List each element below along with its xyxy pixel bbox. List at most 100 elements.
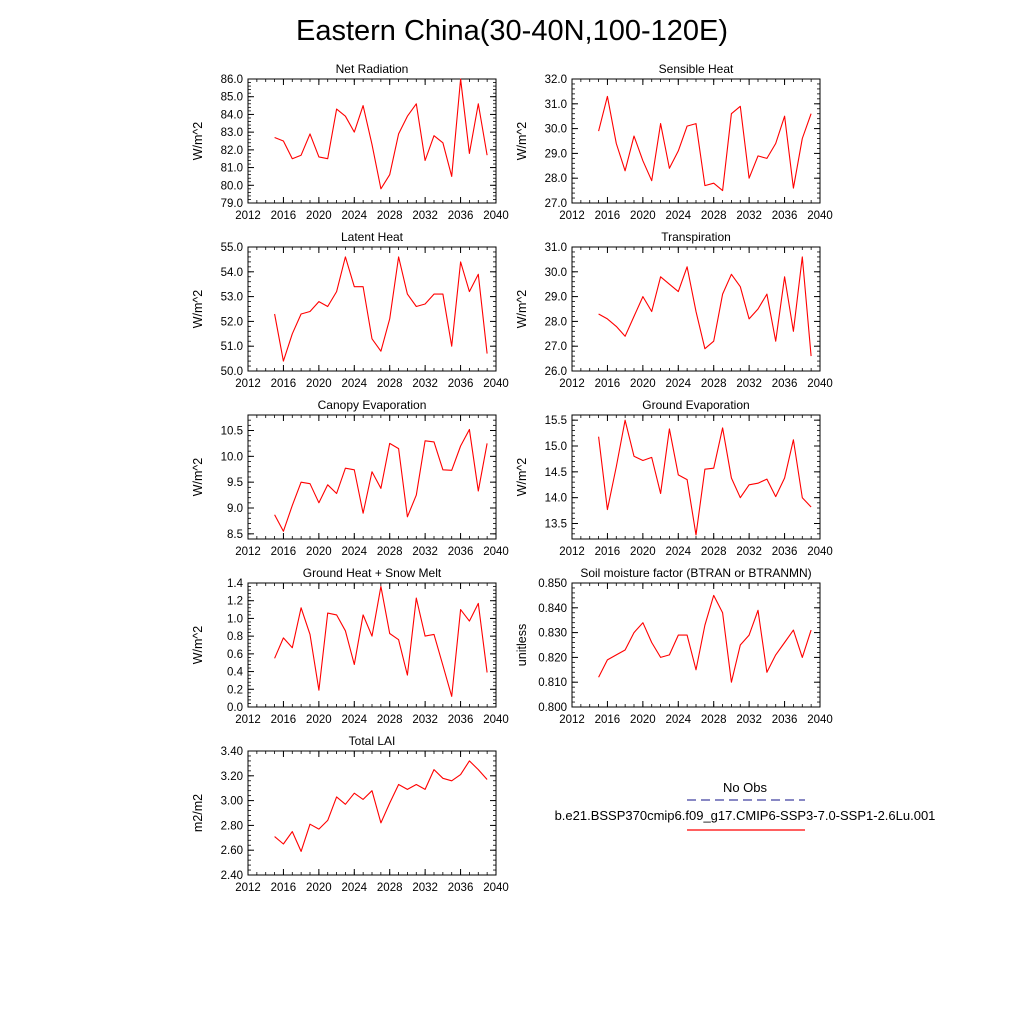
canopy-evaporation-panel: 2012 2016 2020 2024 2028 2032 2036 2040 8.5 9.0 9.… bbox=[191, 398, 509, 558]
y-tick-label: 82.0 bbox=[221, 145, 243, 157]
y-tick-label: 14.5 bbox=[545, 467, 567, 479]
x-tick-label: 2036 bbox=[448, 546, 474, 558]
sensible-heat-y-axis-label: W/m^2 bbox=[515, 122, 529, 161]
x-tick-label: 2040 bbox=[807, 714, 833, 726]
y-tick-label: 13.5 bbox=[545, 519, 567, 531]
ground-evaporation-panel: 2012 2016 2020 2024 2028 2032 2036 2040 13.5 14.0… bbox=[515, 398, 833, 558]
x-tick-label: 2040 bbox=[483, 546, 509, 558]
x-tick-label: 2024 bbox=[665, 546, 691, 558]
y-tick-label: 3.20 bbox=[221, 771, 243, 783]
x-tick-label: 2024 bbox=[341, 210, 367, 222]
x-tick-label: 2024 bbox=[341, 378, 367, 390]
x-tick-label: 2024 bbox=[665, 378, 691, 390]
x-tick-label: 2020 bbox=[630, 378, 656, 390]
y-tick-label: 2.80 bbox=[221, 820, 243, 832]
ground-evaporation-y-axis-label: W/m^2 bbox=[515, 458, 529, 497]
latent-heat-y-axis-label: W/m^2 bbox=[191, 290, 205, 329]
y-tick-label: 0.810 bbox=[538, 677, 567, 689]
total-lai-series-line bbox=[274, 760, 488, 852]
y-tick-label: 2.60 bbox=[221, 845, 243, 857]
x-tick-label: 2024 bbox=[341, 714, 367, 726]
x-tick-label: 2040 bbox=[483, 210, 509, 222]
figure-title: Eastern China(30-40N,100-120E) bbox=[296, 15, 728, 47]
y-tick-label: 3.00 bbox=[221, 796, 243, 808]
y-tick-label: 10.5 bbox=[221, 426, 243, 438]
canopy-evaporation-series-line bbox=[274, 428, 488, 532]
y-tick-label: 0.840 bbox=[538, 603, 567, 615]
y-tick-label: 0.820 bbox=[538, 652, 567, 664]
x-tick-label: 2016 bbox=[271, 210, 297, 222]
legend-label-model: b.e21.BSSP370cmip6.f09_g17.CMIP6-SSP3-7.… bbox=[555, 808, 936, 823]
x-tick-label: 2036 bbox=[448, 210, 474, 222]
x-tick-label: 2012 bbox=[559, 546, 585, 558]
transpiration-title: Transpiration bbox=[661, 230, 731, 244]
x-tick-label: 2016 bbox=[595, 378, 621, 390]
x-tick-label: 2040 bbox=[807, 378, 833, 390]
y-tick-label: 85.0 bbox=[221, 92, 243, 104]
x-tick-label: 2032 bbox=[412, 714, 438, 726]
soil-moisture-factor-btran-or-btranmn-series-line bbox=[598, 594, 812, 683]
y-tick-label: 10.0 bbox=[221, 451, 243, 463]
ground-heat-snow-melt-title: Ground Heat + Snow Melt bbox=[303, 566, 442, 580]
x-tick-label: 2016 bbox=[271, 378, 297, 390]
transpiration-panel: 2012 2016 2020 2024 2028 2032 2036 2040 26.0 27.0… bbox=[515, 230, 833, 390]
x-tick-label: 2028 bbox=[701, 378, 727, 390]
soil-moisture-factor-btran-or-btranmn-y-axis-label: unitless bbox=[515, 624, 529, 666]
total-lai-y-axis-label: m2/m2 bbox=[191, 794, 205, 832]
latent-heat-series-line bbox=[274, 256, 488, 362]
x-tick-label: 2028 bbox=[377, 882, 403, 894]
canopy-evaporation-y-axis-label: W/m^2 bbox=[191, 458, 205, 497]
x-tick-label: 2020 bbox=[306, 378, 332, 390]
x-tick-label: 2024 bbox=[665, 210, 691, 222]
x-tick-label: 2028 bbox=[377, 546, 403, 558]
y-tick-label: 0.8 bbox=[227, 631, 243, 643]
ground-heat-snow-melt-panel: 2012 2016 2020 2024 2028 2032 2036 2040 0.0 0.2 0.… bbox=[191, 566, 509, 726]
x-tick-label: 2012 bbox=[559, 714, 585, 726]
y-tick-label: 81.0 bbox=[221, 163, 243, 175]
x-tick-label: 2032 bbox=[736, 378, 762, 390]
y-tick-label: 3.40 bbox=[221, 746, 243, 758]
y-tick-label: 51.0 bbox=[221, 341, 243, 353]
x-tick-label: 2020 bbox=[306, 714, 332, 726]
x-tick-label: 2020 bbox=[306, 882, 332, 894]
x-tick-label: 2040 bbox=[807, 210, 833, 222]
x-tick-label: 2040 bbox=[483, 378, 509, 390]
x-tick-label: 2012 bbox=[235, 714, 261, 726]
x-tick-label: 2016 bbox=[271, 714, 297, 726]
transpiration-series-line bbox=[598, 256, 812, 357]
sensible-heat-series-line bbox=[598, 95, 812, 192]
y-tick-label: 31.0 bbox=[545, 242, 567, 254]
panels: 2012 2016 2020 2024 2028 2032 2036 2040 79.0 80.0… bbox=[191, 62, 833, 894]
x-tick-label: 2032 bbox=[412, 546, 438, 558]
x-tick-label: 2028 bbox=[701, 546, 727, 558]
y-tick-label: 15.0 bbox=[545, 441, 567, 453]
x-tick-label: 2028 bbox=[377, 714, 403, 726]
y-tick-label: 83.0 bbox=[221, 127, 243, 139]
y-tick-label: 53.0 bbox=[221, 292, 243, 304]
ground-heat-snow-melt-series-line bbox=[274, 585, 488, 697]
x-tick-label: 2016 bbox=[595, 546, 621, 558]
canopy-evaporation-title: Canopy Evaporation bbox=[318, 398, 427, 412]
sensible-heat-title: Sensible Heat bbox=[659, 62, 734, 76]
y-tick-label: 29.0 bbox=[545, 148, 567, 160]
y-tick-label: 28.0 bbox=[545, 316, 567, 328]
x-tick-label: 2016 bbox=[271, 882, 297, 894]
x-tick-label: 2020 bbox=[630, 210, 656, 222]
x-tick-label: 2040 bbox=[483, 882, 509, 894]
x-tick-label: 2036 bbox=[772, 378, 798, 390]
net-radiation-title: Net Radiation bbox=[336, 62, 409, 76]
x-tick-label: 2020 bbox=[630, 714, 656, 726]
y-tick-label: 27.0 bbox=[545, 341, 567, 353]
x-tick-label: 2036 bbox=[448, 882, 474, 894]
y-tick-label: 2.40 bbox=[221, 870, 243, 882]
y-tick-label: 31.0 bbox=[545, 99, 567, 111]
sensible-heat-panel: 2012 2016 2020 2024 2028 2032 2036 2040 27.0 28.0… bbox=[515, 62, 833, 222]
latent-heat-panel: 2012 2016 2020 2024 2028 2032 2036 2040 50.0 51.0… bbox=[191, 230, 509, 390]
ground-heat-snow-melt-y-axis-label: W/m^2 bbox=[191, 626, 205, 665]
x-tick-label: 2028 bbox=[377, 210, 403, 222]
x-tick-label: 2016 bbox=[271, 546, 297, 558]
y-tick-label: 0.4 bbox=[227, 667, 244, 679]
x-tick-label: 2032 bbox=[736, 210, 762, 222]
y-tick-label: 54.0 bbox=[221, 267, 243, 279]
